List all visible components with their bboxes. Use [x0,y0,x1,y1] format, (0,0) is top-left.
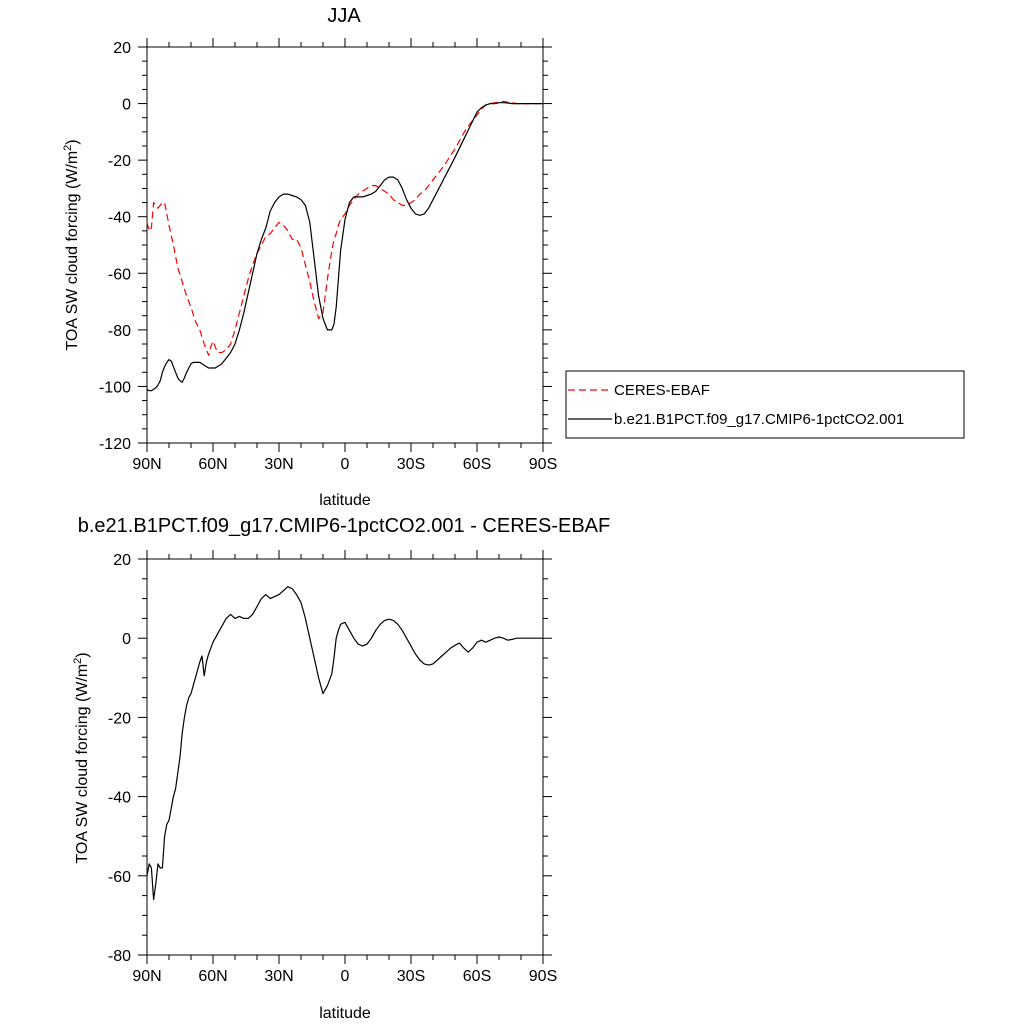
top-y-tick-label: -120 [99,436,131,453]
top-x-tick-label: 60S [463,456,491,473]
top-y-tick-label: -40 [108,210,131,227]
bottom-y-tick-label: -40 [108,790,131,807]
legend-label-model: b.e21.B1PCT.f09_g17.CMIP6-1pctCO2.001 [614,411,904,428]
top-chart-title: JJA [327,5,361,27]
top-y-tick-label: -20 [108,153,131,170]
top-y-tick-label: 0 [122,97,131,114]
bottom-plot-frame [146,558,544,956]
top-x-tick-label: 90S [529,456,557,473]
top-y-axis-label-main: TOA SW cloud forcing (W/m [64,151,81,351]
top-series-line-0 [146,100,543,356]
top-x-tick-label: 30S [397,456,425,473]
bottom-chart-title: b.e21.B1PCT.f09_g17.CMIP6-1pctCO2.001 - … [78,515,610,537]
top-x-axis-label: latitude [319,492,371,509]
bottom-y-tick-label: -20 [108,710,131,727]
bottom-x-tick-label: 60S [463,968,491,985]
top-x-tick-label: 60N [198,456,227,473]
top-x-tick-labels: 90N 60N 30N 0 30S 60S 90S [132,456,557,473]
bottom-y-tick-label: 20 [113,552,131,569]
top-x-tick-label: 30N [264,456,293,473]
bottom-x-tick-label: 30N [264,968,293,985]
top-y-axis-label-end: ) [64,139,81,144]
top-x-tick-label: 0 [341,456,350,473]
bottom-series [146,586,543,901]
bottom-y-axis-label-end: ) [74,652,91,657]
bottom-y-axis-label-superscript: 2 [72,658,84,664]
top-y-tick-label: -80 [108,323,131,340]
bottom-panel: b.e21.B1PCT.f09_g17.CMIP6-1pctCO2.001 - … [72,515,610,1022]
top-y-tick-labels: 20 0 -20 -40 -60 -80 -100 -120 [99,40,131,453]
top-y-tick-label: -60 [108,266,131,283]
top-y-axis-label-superscript: 2 [62,145,74,151]
top-x-tick-label: 90N [132,456,161,473]
bottom-x-tick-label: 30S [397,968,425,985]
bottom-x-tick-labels: 90N 60N 30N 0 30S 60S 90S [132,968,557,985]
bottom-y-tick-labels: 20 0 -20 -40 -60 -80 [108,552,131,965]
bottom-ticks [138,550,552,964]
top-ticks [138,38,552,452]
legend: CERES-EBAF b.e21.B1PCT.f09_g17.CMIP6-1pc… [565,370,965,439]
bottom-x-tick-label: 90S [529,968,557,985]
bottom-x-axis-label: latitude [319,1005,371,1022]
top-y-axis-label: TOA SW cloud forcing (W/m2) [62,139,81,350]
bottom-y-tick-label: -60 [108,869,131,886]
bottom-y-axis-label-main: TOA SW cloud forcing (W/m [74,664,91,864]
bottom-y-tick-label: -80 [108,948,131,965]
top-series [146,100,543,392]
bottom-x-tick-label: 0 [341,968,350,985]
legend-box [565,370,965,439]
top-panel: JJA 20 0 -20 -40 -60 -80 -100 -120 90N 60N 30N 0 30… [62,5,965,509]
bottom-y-axis-label: TOA SW cloud forcing (W/m2) [72,652,91,863]
bottom-y-tick-label: 0 [122,631,131,648]
bottom-x-tick-label: 60N [198,968,227,985]
top-y-tick-label: -100 [99,379,131,396]
top-y-tick-label: 20 [113,40,131,57]
top-series-line-1 [146,102,543,392]
legend-label-ceres: CERES-EBAF [614,382,710,399]
bottom-series-line-0 [146,586,543,901]
bottom-x-tick-label: 90N [132,968,161,985]
